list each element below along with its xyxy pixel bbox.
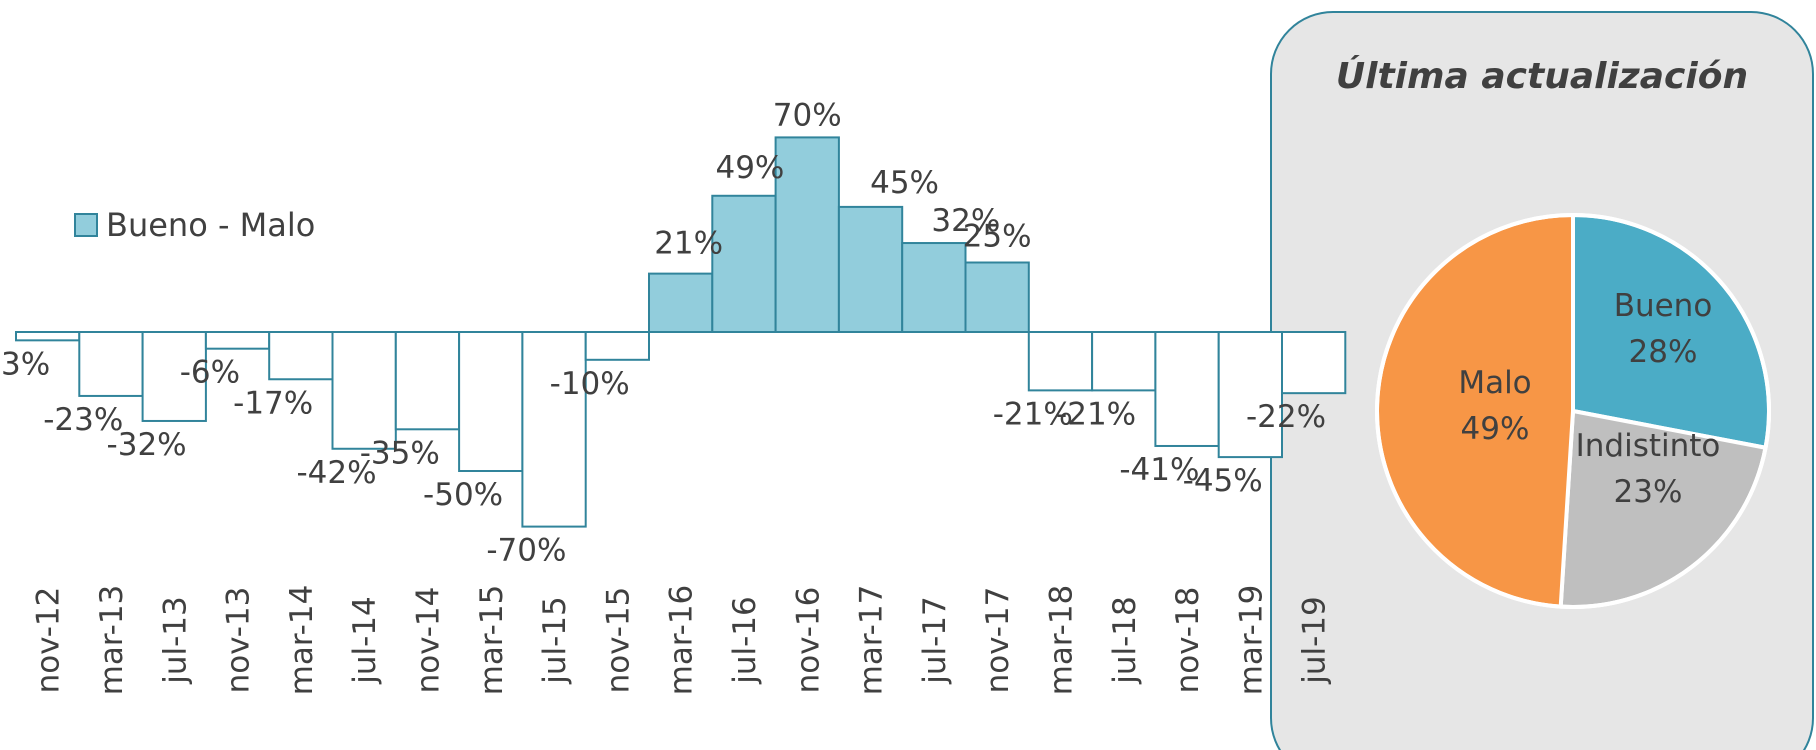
bar-mar-13 [78, 331, 144, 397]
tick-label-nov-18: nov-18 [1170, 587, 1206, 694]
bar-jul-17 [901, 242, 967, 333]
tick-label-nov-15: nov-15 [600, 587, 636, 694]
data-label-jul-17: 32% [931, 203, 1000, 239]
data-label-nov-12: -3% [0, 346, 50, 382]
data-label-mar-14: -17% [233, 385, 313, 421]
pie-label-value-malo: 49% [1461, 411, 1530, 447]
bar-jul-18 [1091, 331, 1157, 392]
legend-swatch [74, 213, 98, 237]
bar-mar-15 [458, 331, 524, 472]
data-label-mar-17: 45% [870, 165, 939, 201]
data-label-nov-14: -35% [360, 435, 440, 471]
data-label-nov-17: 25% [963, 219, 1032, 255]
data-label-jul-15: -70% [486, 533, 566, 569]
data-label-jul-13: -32% [107, 427, 187, 463]
tick-label-mar-15: mar-15 [474, 585, 510, 696]
tick-label-mar-13: mar-13 [94, 585, 130, 696]
bar-mar-14 [268, 331, 334, 381]
tick-label-nov-14: nov-14 [410, 587, 446, 694]
data-label-nov-18: -41% [1119, 452, 1199, 488]
data-label-mar-15: -50% [423, 477, 503, 513]
bar-mar-19 [1217, 331, 1283, 459]
tick-label-mar-19: mar-19 [1233, 585, 1269, 696]
bar-jul-15 [521, 331, 587, 528]
tick-label-mar-16: mar-16 [664, 585, 700, 696]
bar-mar-17 [837, 205, 904, 333]
tick-label-jul-16: jul-16 [727, 596, 763, 685]
data-label-nov-16: 70% [773, 97, 842, 133]
tick-label-jul-13: jul-13 [157, 596, 193, 685]
pie-label-value-indistinto: 23% [1614, 474, 1683, 510]
pie-label-name-bueno: Bueno [1614, 288, 1713, 324]
pie-outline [1375, 213, 1771, 609]
bar-nov-15 [584, 331, 651, 361]
pie-label-name-indistinto: Indistinto [1576, 428, 1721, 464]
pie-label-name-malo: Malo [1458, 365, 1531, 401]
data-labels: -3% -23%-32% -6%-17% -42%-35% -50% -70% -10% 21… [0, 97, 1326, 568]
bar-jul-19 [1281, 331, 1347, 395]
tick-label-mar-17: mar-17 [854, 585, 890, 696]
pie-title: Última actualización [1336, 55, 1748, 97]
tick-label-jul-14: jul-14 [347, 596, 383, 685]
data-label-mar-13: -23% [43, 402, 123, 438]
data-label-jul-16: 49% [715, 150, 784, 186]
data-label-jul-19: -22% [1246, 399, 1326, 435]
bar-jul-14 [331, 331, 397, 450]
tick-label-jul-15: jul-15 [537, 596, 573, 685]
tick-label-jul-19: jul-19 [1297, 596, 1333, 685]
data-label-mar-19: -45% [1183, 463, 1263, 499]
data-label-mar-18: -21% [993, 396, 1073, 432]
data-label-mar-16: 21% [654, 226, 723, 262]
tick-label-jul-18: jul-18 [1107, 596, 1143, 685]
data-label-jul-18: -21% [1056, 396, 1136, 432]
bar-nov-16 [774, 136, 840, 333]
tick-label-mar-18: mar-18 [1043, 585, 1079, 696]
bar-mar-16 [648, 272, 714, 333]
pie-label-value-bueno: 28% [1629, 334, 1698, 370]
tick-label-nov-16: nov-16 [790, 587, 826, 694]
data-label-nov-13: -6% [180, 355, 240, 391]
bar-series [15, 136, 1347, 528]
tick-label-mar-14: mar-14 [284, 585, 320, 696]
tick-label-nov-17: nov-17 [980, 587, 1016, 694]
bar-nov-18 [1154, 331, 1220, 447]
tick-label-nov-13: nov-13 [221, 587, 257, 694]
x-axis-ticks: nov-12 mar-13 jul-13 nov-13 mar-14 jul-14 nov-… [31, 585, 1333, 696]
bar-jul-16 [711, 194, 777, 333]
tick-label-jul-17: jul-17 [917, 596, 953, 685]
bar-nov-14 [394, 331, 461, 431]
tick-label-nov-12: nov-12 [31, 587, 67, 694]
bar-nov-12 [15, 331, 81, 342]
bar-nov-17 [964, 261, 1030, 333]
bar-nov-13 [204, 331, 271, 350]
legend-label: Bueno - Malo [106, 206, 315, 244]
pie-slices: Bueno 28% Indistinto 23% Malo 49% [1375, 212, 1771, 609]
bar-mar-18 [1027, 331, 1094, 392]
data-label-nov-15: -10% [550, 366, 630, 402]
data-label-jul-14: -42% [296, 455, 376, 491]
legend: Bueno - Malo [74, 206, 315, 244]
